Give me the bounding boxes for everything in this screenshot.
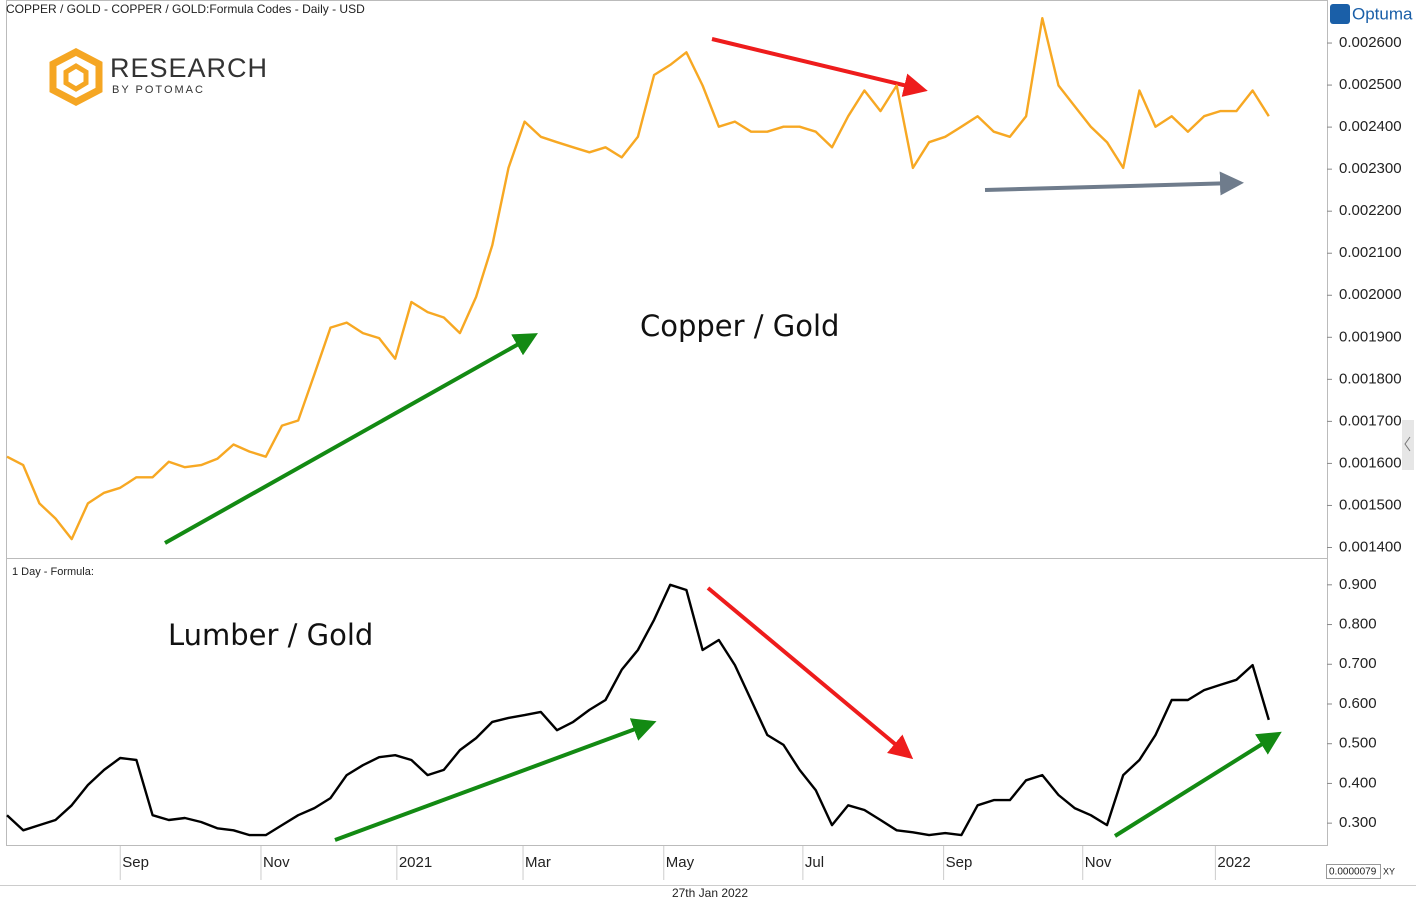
- line: [6, 17, 1270, 541]
- logo-mark: [63, 63, 89, 92]
- y-tick-label: 0.400: [1339, 774, 1377, 791]
- brand: RESEARCH: [110, 53, 268, 83]
- scale-box[interactable]: [1326, 864, 1381, 879]
- y-tick-label: 0.700: [1339, 655, 1377, 672]
- scale-mode[interactable]: XY: [1383, 866, 1395, 876]
- x-tick-label: Sep: [946, 854, 973, 871]
- y-tick-label: 0.001400: [1339, 538, 1402, 555]
- line: [6, 583, 1270, 837]
- y-tick-label: 0.001600: [1339, 454, 1402, 471]
- top-title: COPPER / GOLD - COPPER / GOLD:Formula Co…: [6, 2, 365, 16]
- y-tick-label: 0.600: [1339, 695, 1377, 712]
- vendor: Optuma: [1352, 4, 1413, 23]
- logo: RESEARCH BY POTOMAC: [49, 48, 268, 106]
- trend-arrow: [711, 37, 928, 97]
- x-tick-label: Jul: [805, 854, 824, 871]
- trend-arrow: [164, 333, 538, 545]
- plot-frame: [6, 0, 1328, 846]
- y-tick-label: 0.002100: [1339, 244, 1402, 261]
- scroll-handle[interactable]: [1402, 420, 1414, 470]
- x-tick-label: Sep: [122, 854, 149, 871]
- annotation: Copper / Gold: [640, 309, 839, 343]
- logo-mark: [49, 48, 103, 106]
- trend-arrow: [1113, 731, 1282, 838]
- scroll-arrow: [1404, 436, 1411, 452]
- y-tick-label: 0.002400: [1339, 118, 1402, 135]
- scale-value: 0.0000079: [1329, 867, 1377, 878]
- trend-arrows: [164, 37, 1282, 842]
- y-tick-label: 0.002500: [1339, 76, 1402, 93]
- annotation: Lumber / Gold: [168, 618, 373, 652]
- x-tick-label: Nov: [263, 854, 290, 871]
- brand-sub: BY POTOMAC: [112, 84, 205, 96]
- x-axis-label: 27th Jan 2022: [672, 886, 748, 900]
- vendor-icon: [1330, 4, 1350, 24]
- y-tick-label: 0.900: [1339, 576, 1377, 593]
- trend-arrow: [984, 171, 1244, 196]
- y-tick-label: 0.002600: [1339, 34, 1402, 51]
- y-tick-label: 0.500: [1339, 735, 1377, 752]
- x-tick-label: 2021: [399, 854, 432, 871]
- y-tick-label: 0.002300: [1339, 160, 1402, 177]
- x-tick-label: Mar: [525, 854, 551, 871]
- trend-arrow: [706, 586, 914, 760]
- y-tick-label: 0.001700: [1339, 412, 1402, 429]
- y-tick-label: 0.001500: [1339, 496, 1402, 513]
- x-tick-label: Nov: [1085, 854, 1112, 871]
- y-tick-label: 0.001800: [1339, 370, 1402, 387]
- y-tick-label: 0.002000: [1339, 286, 1402, 303]
- bottom-title: 1 Day - Formula:: [12, 566, 94, 578]
- y-tick-label: 0.800: [1339, 616, 1377, 633]
- y-tick-label: 0.001900: [1339, 328, 1402, 345]
- y-tick-label: 0.300: [1339, 814, 1377, 831]
- y-tick-label: 0.002200: [1339, 202, 1402, 219]
- trend-arrow: [334, 718, 657, 842]
- x-tick-label: May: [666, 854, 695, 871]
- x-tick-label: 2022: [1217, 854, 1250, 871]
